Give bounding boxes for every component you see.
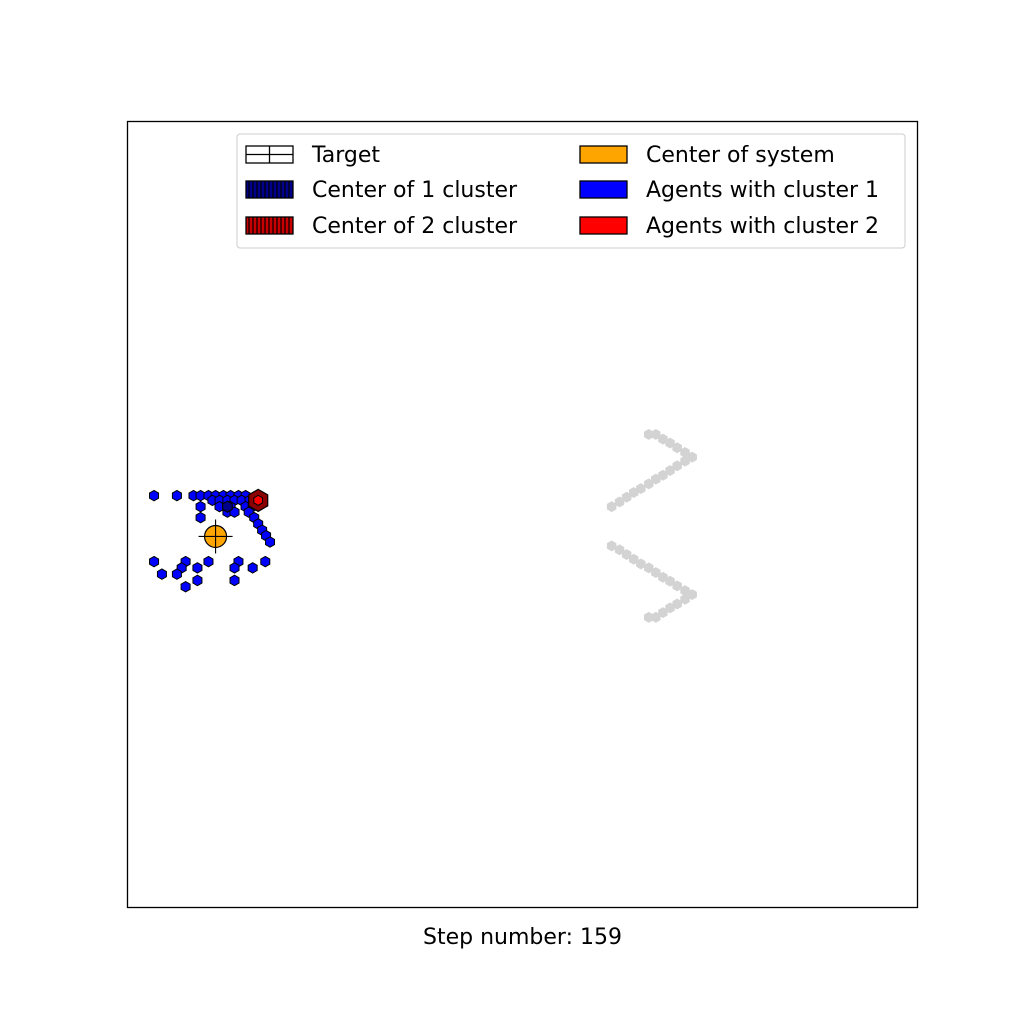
agent-cluster-1-point	[196, 501, 205, 511]
agent-cluster-1-point	[230, 575, 239, 585]
agent-cluster-1-point	[193, 575, 202, 585]
agent-cluster-1-point	[172, 569, 181, 579]
legend-label-target: Target	[311, 143, 380, 168]
legend-swatch-agents-cluster-1	[580, 181, 627, 198]
target-point	[644, 612, 653, 622]
agent-cluster-1-point	[261, 556, 270, 566]
legend-swatch-center-2-cluster	[246, 217, 293, 234]
agent-cluster-1-point	[248, 563, 257, 573]
x-axis-label: Step number: 159	[423, 925, 622, 950]
agent-cluster-1-point	[181, 582, 190, 592]
agent-cluster-1-point	[266, 537, 275, 547]
target-point	[607, 501, 616, 511]
legend: Target Center of 1 cluster Center of 2 c…	[237, 134, 905, 248]
agent-cluster-1-point	[172, 490, 181, 500]
center-cluster-1-point	[223, 501, 233, 512]
legend-label-agents-cluster-2: Agents with cluster 2	[646, 214, 879, 239]
agent-cluster-1-point	[230, 563, 239, 573]
legend-swatch-target	[246, 146, 293, 163]
agent-cluster-2-point	[254, 495, 263, 505]
legend-label-center-1-cluster: Center of 1 cluster	[312, 178, 518, 203]
legend-swatch-agents-cluster-2	[580, 217, 627, 234]
agent-cluster-1-point	[196, 512, 205, 522]
legend-label-center-2-cluster: Center of 2 cluster	[312, 214, 518, 239]
agent-cluster-1-point	[193, 563, 202, 573]
legend-swatch-center-of-system	[580, 146, 627, 163]
plot-marks	[150, 429, 697, 622]
legend-label-agents-cluster-1: Agents with cluster 1	[646, 178, 879, 203]
agent-cluster-1-point	[150, 556, 159, 566]
agent-cluster-1-point	[157, 569, 166, 579]
agent-cluster-1-point	[150, 490, 159, 500]
legend-label-center-of-system: Center of system	[646, 143, 835, 168]
legend-swatch-center-1-cluster	[246, 181, 293, 198]
agent-cluster-1-point	[204, 556, 213, 566]
